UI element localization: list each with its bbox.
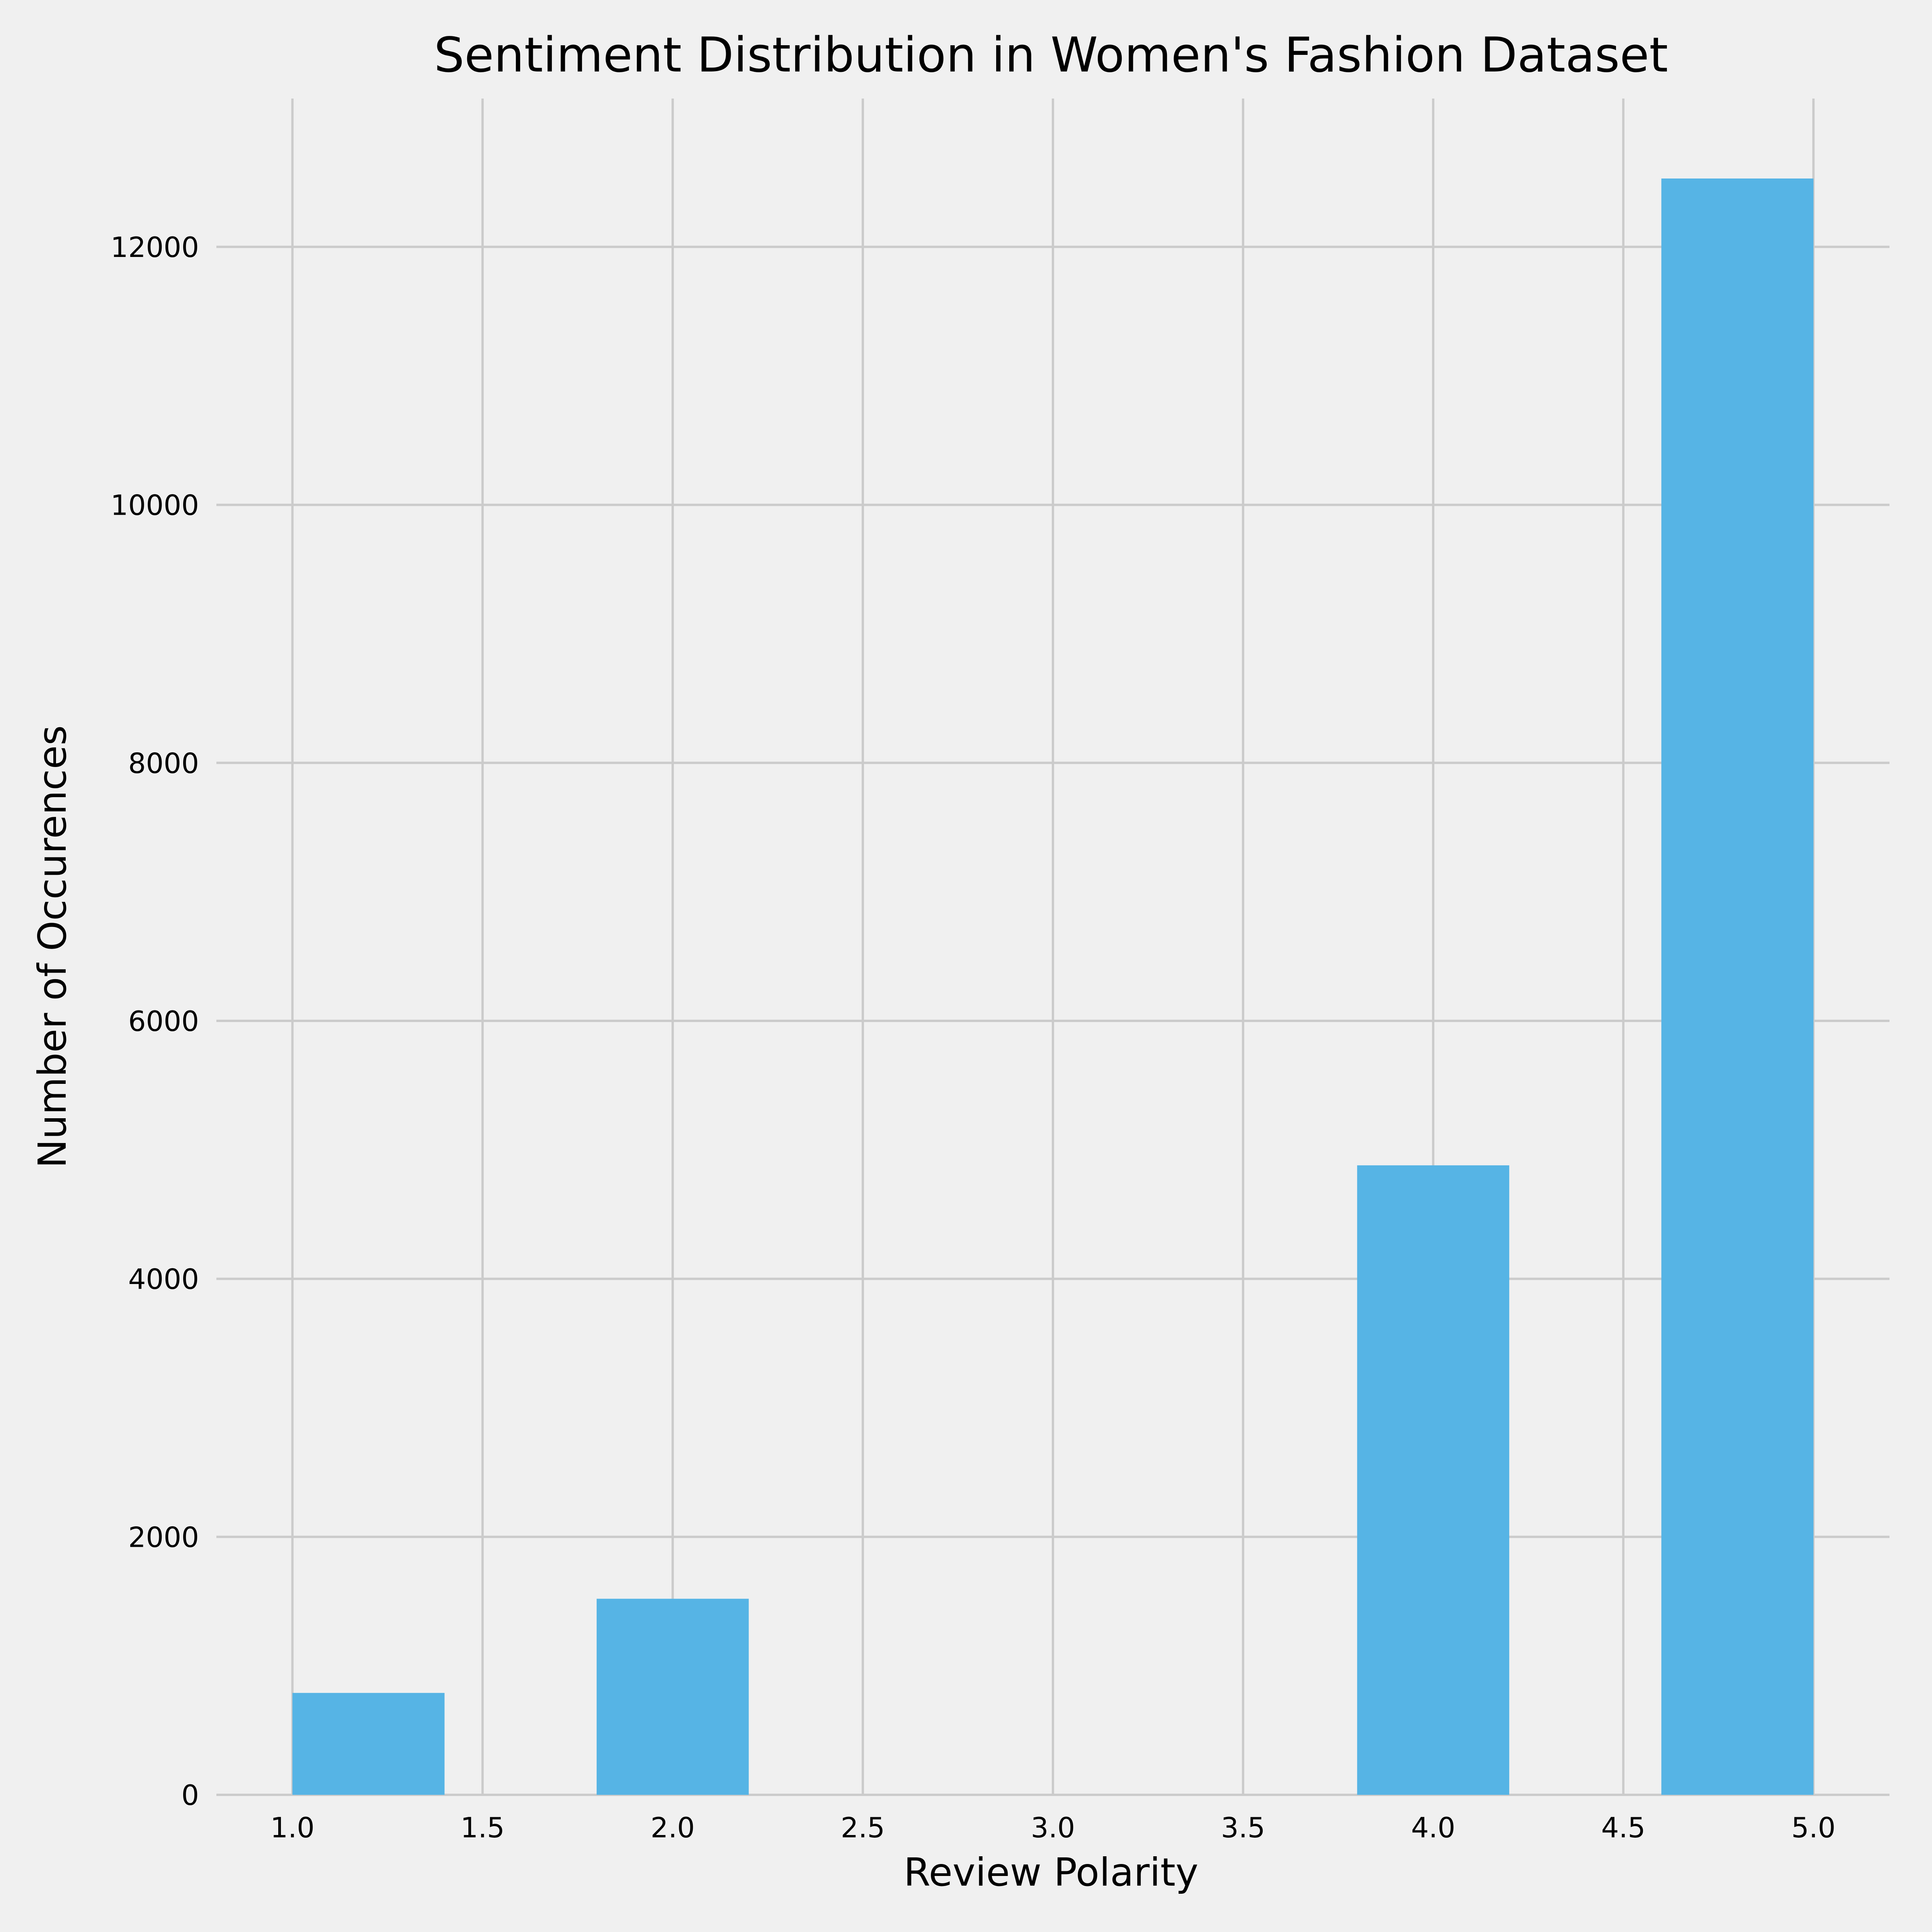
grid-layer [216,99,1889,1796]
y-tick-label: 4000 [128,1263,199,1296]
x-tick-label: 1.5 [461,1811,505,1844]
x-tick-label: 5.0 [1791,1811,1836,1844]
x-tick-label: 2.0 [651,1811,695,1844]
x-tick-label: 1.0 [270,1811,315,1844]
y-tick-label: 10000 [111,489,199,522]
histogram-bar [1357,1165,1509,1795]
histogram-bar [292,1693,445,1795]
bar-layer [292,178,1814,1795]
chart-title: Sentiment Distribution in Women's Fashio… [434,27,1668,83]
y-tick-label: 2000 [128,1521,199,1553]
x-tick-labels: 1.0 1.5 2.0 2.5 3.0 3.5 4.0 4.5 5.0 [270,1811,1836,1844]
x-tick-label: 3.5 [1221,1811,1265,1844]
y-tick-labels: 0 2000 4000 6000 8000 10000 12000 [111,231,199,1811]
x-tick-label: 4.0 [1411,1811,1456,1844]
y-axis-label: Number of Occurences [30,725,75,1168]
x-axis-label: Review Polarity [904,1850,1199,1895]
y-tick-label: 8000 [128,747,199,779]
histogram-bar [597,1599,749,1795]
x-tick-label: 4.5 [1601,1811,1646,1844]
y-tick-label: 0 [181,1779,199,1811]
x-tick-label: 2.5 [841,1811,885,1844]
histogram-bar [1661,178,1814,1795]
y-tick-label: 6000 [128,1005,199,1037]
x-tick-label: 3.0 [1031,1811,1075,1844]
y-tick-label: 12000 [111,231,199,264]
